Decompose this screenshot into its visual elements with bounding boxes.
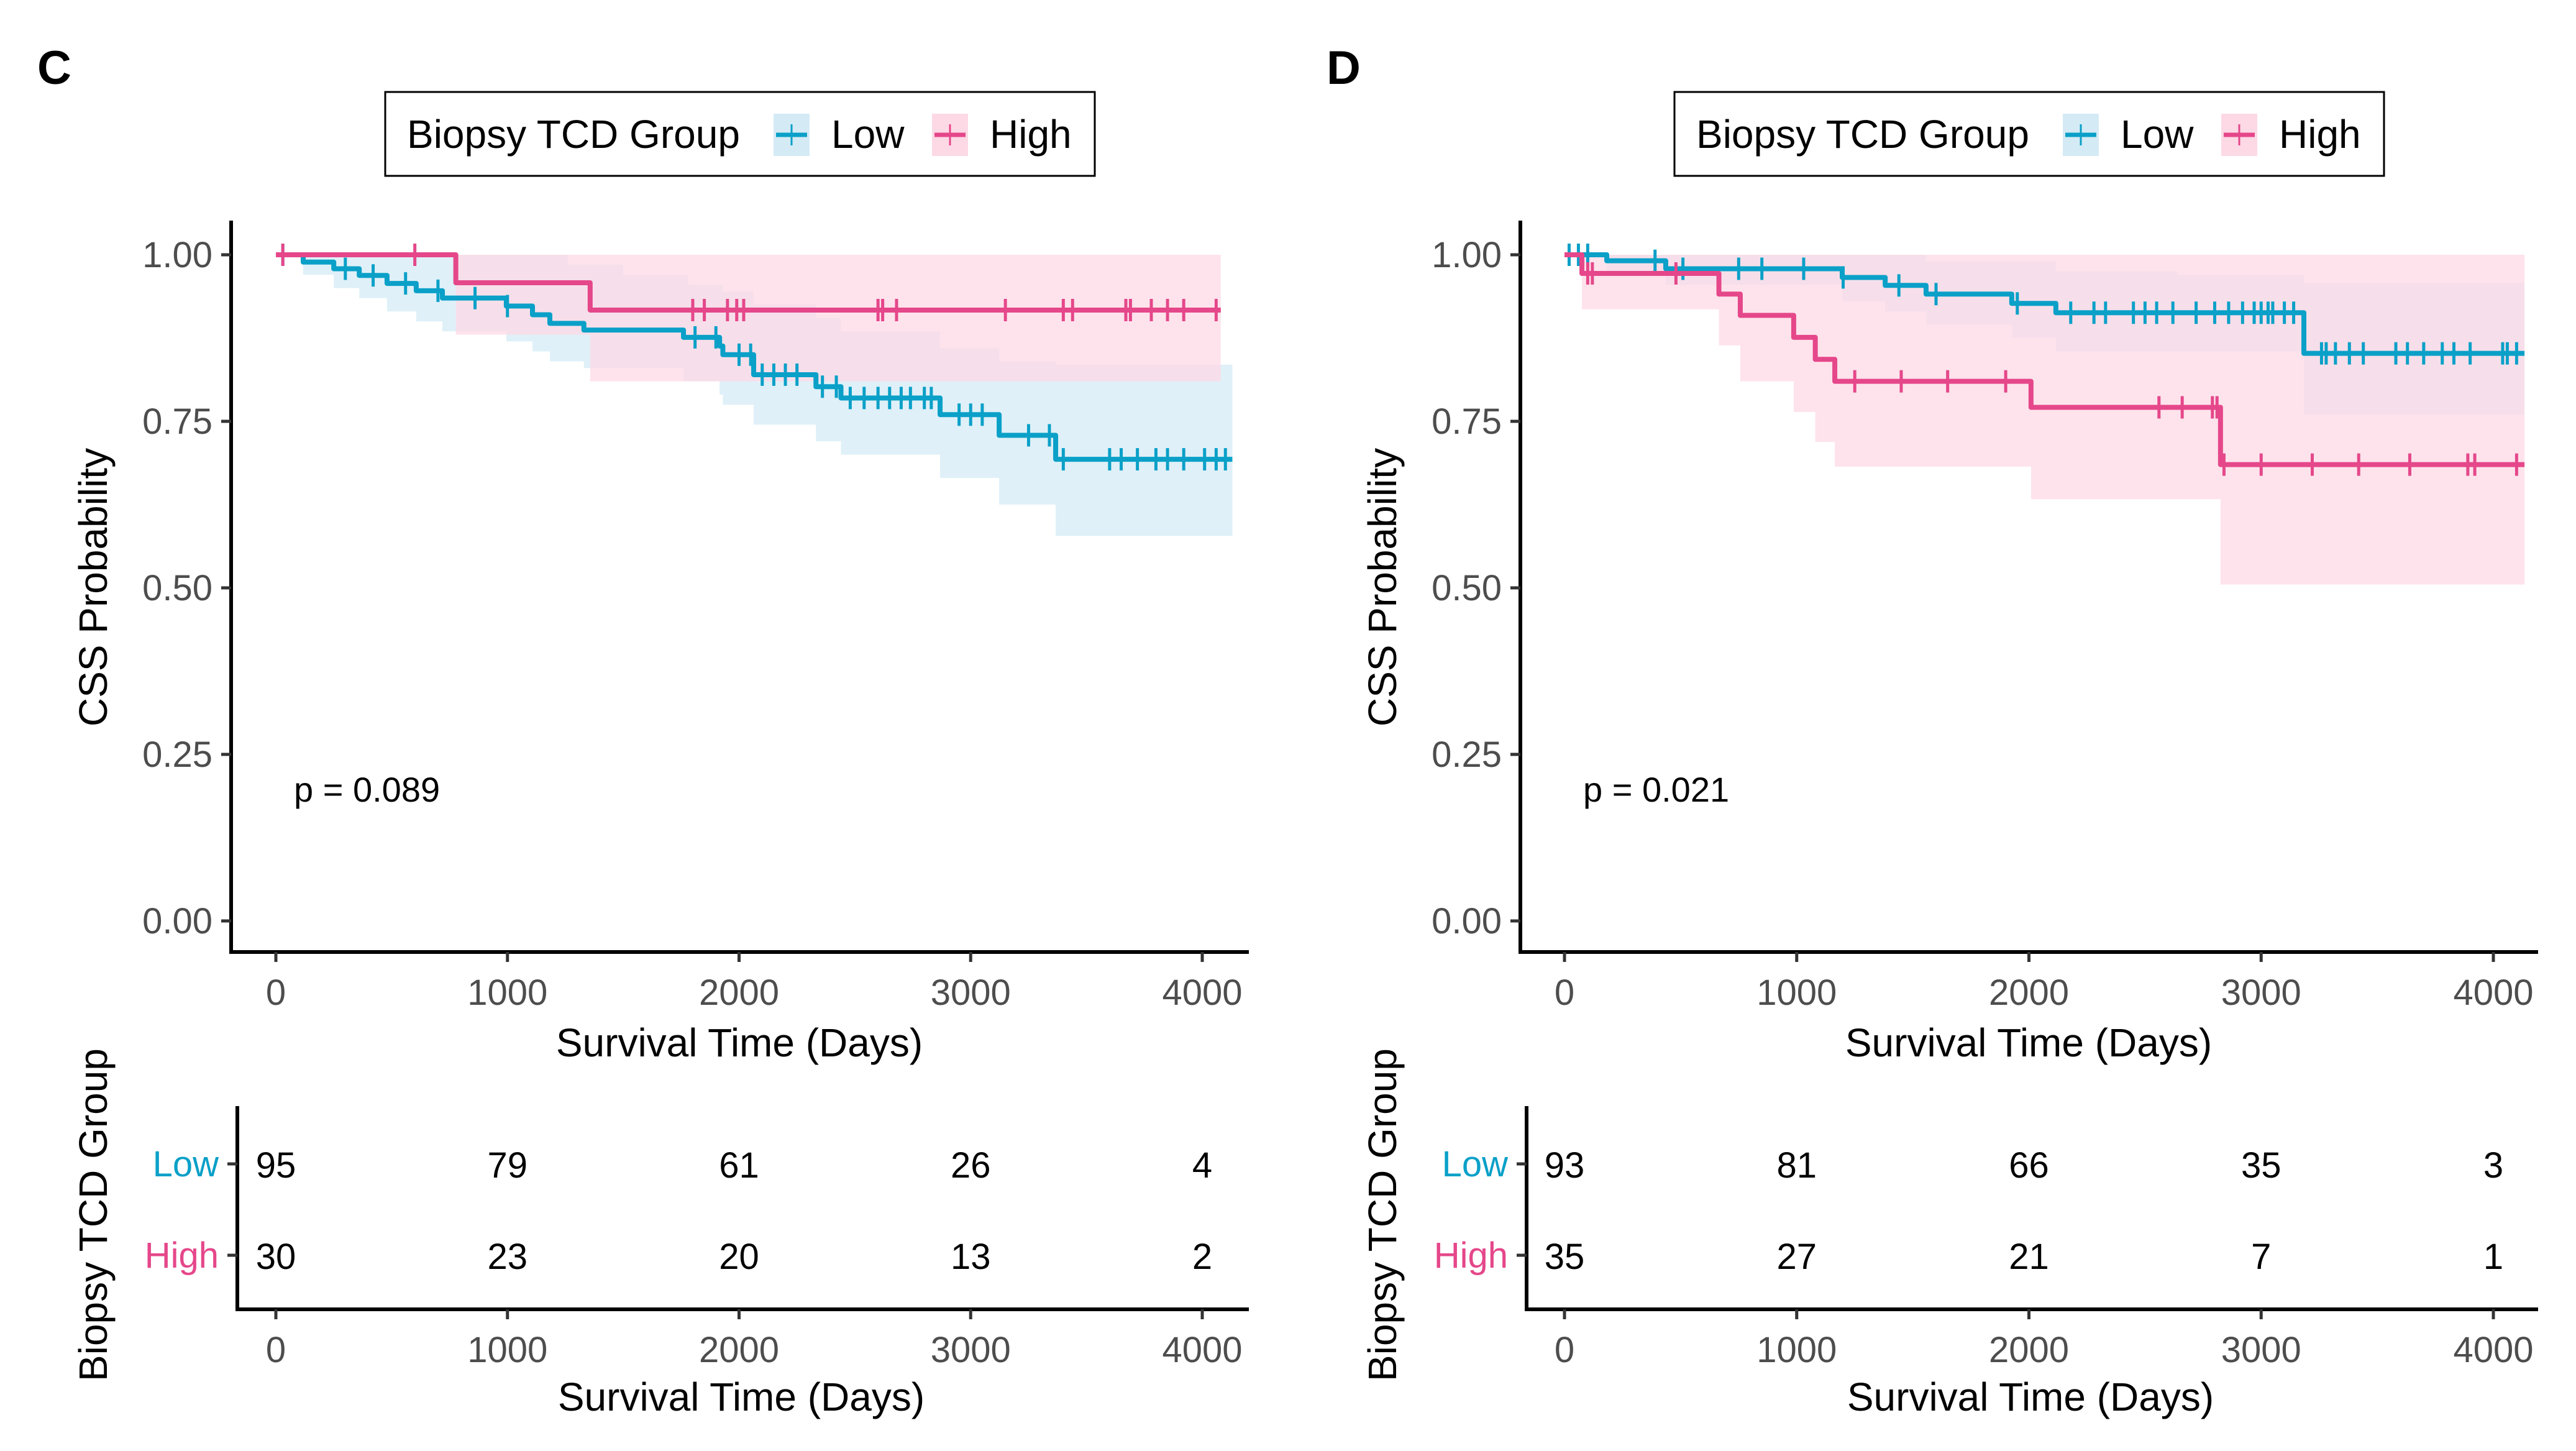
- x-tick-label: 0: [1555, 973, 1574, 1013]
- risk-count: 66: [2009, 1145, 2049, 1186]
- risk-count: 95: [256, 1145, 296, 1186]
- risk-count: 30: [256, 1237, 296, 1277]
- risk-x-tick-label: 0: [266, 1330, 286, 1370]
- y-tick-label: 0.50: [142, 568, 212, 608]
- risk-group-label-low: Low: [1442, 1144, 1509, 1184]
- x-tick-label: 2000: [699, 973, 779, 1013]
- risk-count: 2: [1192, 1237, 1212, 1277]
- legend: Biopsy TCD Group Low High: [384, 91, 1096, 177]
- panel-label: C: [37, 42, 71, 94]
- legend-key-low: [2063, 114, 2099, 156]
- x-tick-label: 1000: [1756, 973, 1837, 1013]
- risk-table-x-title: Survival Time (Days): [558, 1375, 925, 1419]
- risk-count: 23: [487, 1237, 528, 1277]
- y-axis-title: CSS Probability: [1360, 448, 1405, 726]
- panel-label: D: [1327, 42, 1361, 94]
- risk-count: 20: [719, 1237, 759, 1277]
- y-tick-label: 0.75: [142, 401, 212, 442]
- risk-count: 21: [2009, 1237, 2049, 1277]
- risk-count: 93: [1545, 1145, 1585, 1186]
- risk-count: 7: [2251, 1237, 2271, 1277]
- x-tick-label: 2000: [1989, 973, 2069, 1013]
- x-tick-label: 1000: [467, 973, 547, 1013]
- y-tick-label: 0.00: [142, 901, 212, 941]
- km-plot: 0.00 0.25 0.50 0.75 1.00 0 1000 2000 3000 4000: [142, 221, 1249, 1013]
- km-curve-high: [1564, 252, 2525, 467]
- risk-count: 35: [1545, 1237, 1585, 1277]
- risk-table-x-title: Survival Time (Days): [1847, 1375, 2214, 1419]
- y-axis-title: CSS Probability: [71, 448, 116, 726]
- legend-key-low: [774, 114, 810, 156]
- legend: Biopsy TCD Group Low High: [1673, 91, 2385, 177]
- risk-count: 79: [487, 1145, 528, 1186]
- legend-label-high: High: [990, 112, 1072, 157]
- risk-count: 26: [951, 1145, 991, 1186]
- legend-box: [384, 91, 1096, 177]
- risk-x-tick-label: 2000: [1989, 1330, 2069, 1370]
- risk-x-tick-label: 1000: [467, 1330, 547, 1370]
- y-tick-label: 1.00: [1432, 235, 1502, 275]
- x-tick-label: 3000: [2221, 973, 2301, 1013]
- risk-x-tick-label: 4000: [2453, 1330, 2533, 1370]
- risk-count: 3: [2483, 1145, 2503, 1186]
- risk-table: Low 93 81 66 35 3 High 35 27 21 7 1 0 1000 2000 3000 400…: [1434, 1106, 2538, 1370]
- risk-x-tick-label: 0: [1555, 1330, 1574, 1370]
- y-tick-label: 0.50: [1432, 568, 1502, 608]
- y-tick-label: 0.25: [1432, 735, 1502, 775]
- y-tick-label: 0.75: [1432, 401, 1502, 442]
- legend-title: Biopsy TCD Group: [407, 112, 740, 157]
- y-tick-label: 0.25: [142, 735, 212, 775]
- risk-count: 1: [2483, 1237, 2503, 1277]
- legend-label-high: High: [2279, 112, 2361, 157]
- y-tick-label: 0.00: [1432, 901, 1502, 941]
- x-tick-label: 4000: [1162, 973, 1242, 1013]
- risk-x-tick-label: 3000: [931, 1330, 1011, 1370]
- x-axis-title: Survival Time (Days): [1845, 1020, 2212, 1065]
- risk-x-tick-label: 1000: [1756, 1330, 1837, 1370]
- legend-key-high: [932, 114, 968, 156]
- risk-table-y-title: Biopsy TCD Group: [1360, 1048, 1405, 1381]
- risk-count: 13: [951, 1237, 991, 1277]
- risk-group-label-high: High: [145, 1235, 219, 1276]
- risk-count: 81: [1776, 1145, 1817, 1186]
- panel-d: D Biopsy TCD Group Low High 0.00 0.25 0.50…: [1327, 42, 2538, 1419]
- legend-box: [1673, 91, 2385, 177]
- legend-title: Biopsy TCD Group: [1696, 112, 2029, 157]
- x-axis-title: Survival Time (Days): [556, 1020, 923, 1065]
- risk-x-tick-label: 2000: [699, 1330, 779, 1370]
- risk-count: 4: [1192, 1145, 1212, 1186]
- legend-label-low: Low: [831, 112, 905, 157]
- risk-table-y-title: Biopsy TCD Group: [71, 1048, 116, 1381]
- risk-group-label-high: High: [1434, 1235, 1508, 1276]
- p-value: p = 0.021: [1583, 770, 1729, 809]
- risk-count: 61: [719, 1145, 759, 1186]
- panel-c: C Biopsy TCD Group Low High 0.00 0.25 0.50…: [37, 42, 1249, 1419]
- legend-key-high: [2221, 114, 2257, 156]
- x-tick-label: 0: [266, 973, 286, 1013]
- risk-count: 27: [1776, 1237, 1817, 1277]
- legend-label-low: Low: [2121, 112, 2194, 157]
- p-value: p = 0.089: [294, 770, 440, 809]
- km-plot: 0.00 0.25 0.50 0.75 1.00 0 1000 2000 3000 4000: [1432, 221, 2538, 1013]
- x-tick-label: 3000: [931, 973, 1011, 1013]
- ci-band-high: [276, 255, 1221, 382]
- risk-x-tick-label: 3000: [2221, 1330, 2301, 1370]
- km-curve-high: [276, 252, 1221, 313]
- y-tick-label: 1.00: [142, 235, 212, 275]
- x-tick-label: 4000: [2453, 973, 2533, 1013]
- risk-group-label-low: Low: [153, 1144, 220, 1184]
- risk-count: 35: [2241, 1145, 2281, 1186]
- risk-x-tick-label: 4000: [1162, 1330, 1242, 1370]
